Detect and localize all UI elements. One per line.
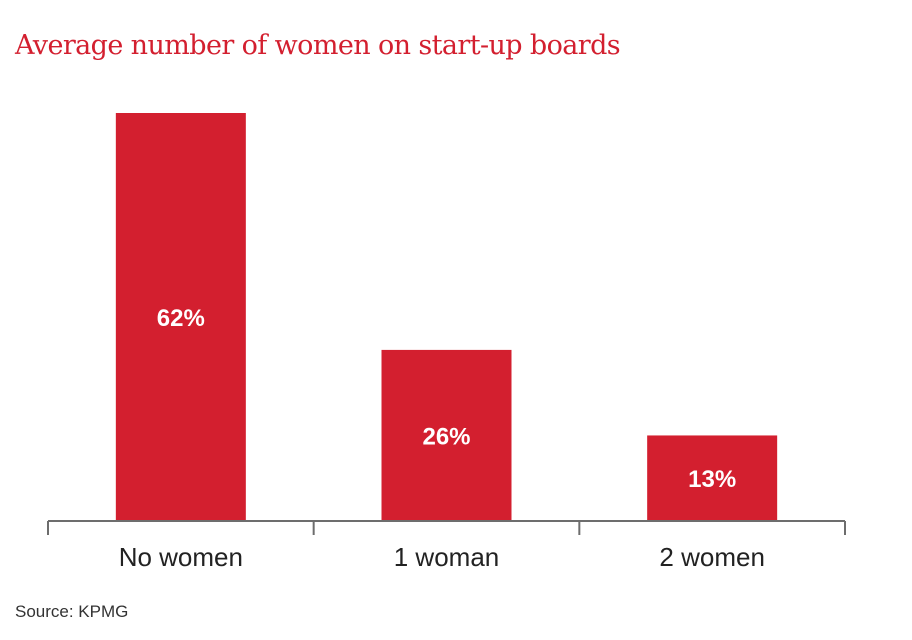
- bars-layer: 62% 26% 13%: [115, 113, 778, 521]
- x-tick-label: 2 women: [659, 542, 765, 572]
- x-tick-labels: No women 1 woman 2 women: [119, 542, 765, 572]
- bar-value-label: 62%: [157, 305, 205, 332]
- bar-no-women: [115, 113, 246, 521]
- source-note: Source: KPMG: [15, 602, 129, 621]
- x-axis: [47, 520, 846, 535]
- bar-2-women: [647, 435, 778, 521]
- x-tick-label: No women: [119, 542, 243, 572]
- bar-value-label: 13%: [688, 466, 736, 493]
- bar-value-label: 26%: [422, 423, 470, 450]
- bar-1-woman: [381, 349, 512, 521]
- chart-title: Average number of women on start-up boar…: [15, 30, 621, 61]
- x-tick-label: 1 woman: [394, 542, 500, 572]
